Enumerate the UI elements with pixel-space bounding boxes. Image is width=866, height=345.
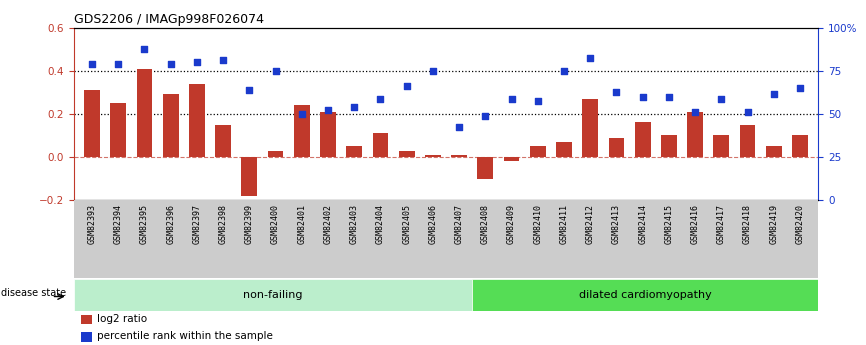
Bar — [398, 150, 415, 157]
Bar — [609, 138, 624, 157]
Text: GSM82397: GSM82397 — [192, 204, 202, 244]
Point — [714, 96, 728, 101]
Text: log2 ratio: log2 ratio — [98, 314, 147, 324]
Text: non-failing: non-failing — [243, 290, 302, 300]
Text: percentile rank within the sample: percentile rank within the sample — [98, 332, 274, 341]
Bar — [766, 146, 782, 157]
Text: GSM82414: GSM82414 — [638, 204, 647, 244]
Point — [584, 55, 598, 61]
Bar — [137, 69, 152, 157]
Bar — [81, 332, 92, 342]
Text: GSM82413: GSM82413 — [612, 204, 621, 244]
Point — [426, 68, 440, 73]
Bar — [294, 105, 310, 157]
Text: GSM82407: GSM82407 — [455, 204, 463, 244]
Text: GSM82409: GSM82409 — [507, 204, 516, 244]
Text: GSM82398: GSM82398 — [218, 204, 228, 244]
Bar — [451, 155, 467, 157]
Point — [321, 107, 335, 112]
Point — [294, 111, 308, 117]
Text: GSM82412: GSM82412 — [585, 204, 595, 244]
Bar — [84, 90, 100, 157]
Bar — [556, 142, 572, 157]
Point — [688, 109, 702, 115]
Bar — [635, 122, 650, 157]
Bar — [216, 125, 231, 157]
Point — [400, 83, 414, 89]
Point — [347, 105, 361, 110]
Point — [164, 61, 178, 67]
Text: GSM82393: GSM82393 — [87, 204, 96, 244]
Bar — [320, 112, 336, 157]
Text: GSM82418: GSM82418 — [743, 204, 752, 244]
Text: GSM82411: GSM82411 — [559, 204, 568, 244]
Text: GSM82417: GSM82417 — [717, 204, 726, 244]
Text: GSM82410: GSM82410 — [533, 204, 542, 244]
Bar — [268, 150, 283, 157]
Point — [793, 85, 807, 91]
Text: GSM82399: GSM82399 — [245, 204, 254, 244]
Bar — [189, 84, 204, 157]
Point — [531, 98, 545, 104]
Text: GSM82415: GSM82415 — [664, 204, 674, 244]
Point — [740, 109, 754, 115]
Bar — [110, 103, 126, 157]
Point — [557, 68, 571, 73]
Text: disease state: disease state — [2, 288, 67, 298]
Bar — [472, 279, 818, 311]
Text: GSM82416: GSM82416 — [690, 204, 700, 244]
Text: GSM82420: GSM82420 — [796, 204, 805, 244]
Text: GSM82403: GSM82403 — [350, 204, 359, 244]
Bar — [242, 157, 257, 196]
Point — [268, 68, 282, 73]
Point — [242, 87, 256, 93]
Text: GSM82394: GSM82394 — [113, 204, 123, 244]
Text: dilated cardiomyopathy: dilated cardiomyopathy — [578, 290, 712, 300]
Bar — [346, 146, 362, 157]
Point — [636, 94, 650, 99]
Bar — [477, 157, 494, 179]
Bar — [163, 95, 178, 157]
Point — [505, 96, 519, 101]
Point — [767, 92, 781, 97]
Point — [478, 113, 492, 119]
Point — [85, 61, 99, 67]
Point — [190, 59, 204, 65]
Bar — [425, 155, 441, 157]
Bar — [74, 279, 472, 311]
Text: GSM82419: GSM82419 — [769, 204, 779, 244]
Text: GSM82396: GSM82396 — [166, 204, 175, 244]
Text: GSM82395: GSM82395 — [140, 204, 149, 244]
Bar — [792, 135, 808, 157]
Text: GSM82404: GSM82404 — [376, 204, 385, 244]
Point — [216, 57, 230, 63]
Text: GSM82408: GSM82408 — [481, 204, 490, 244]
Text: GSM82406: GSM82406 — [429, 204, 437, 244]
Bar — [740, 125, 755, 157]
Bar — [714, 135, 729, 157]
Text: GSM82405: GSM82405 — [402, 204, 411, 244]
Bar — [504, 157, 520, 161]
Point — [662, 94, 675, 99]
Text: GDS2206 / IMAGp998F026074: GDS2206 / IMAGp998F026074 — [74, 13, 263, 27]
Point — [452, 124, 466, 129]
Text: GSM82402: GSM82402 — [324, 204, 333, 244]
Point — [610, 90, 624, 95]
Bar — [688, 112, 703, 157]
Point — [373, 96, 387, 101]
Bar — [582, 99, 598, 157]
Text: GSM82400: GSM82400 — [271, 204, 280, 244]
Bar — [530, 146, 546, 157]
Point — [111, 61, 125, 67]
Bar — [81, 315, 92, 324]
Point — [138, 47, 152, 52]
Bar — [372, 133, 388, 157]
Bar — [661, 135, 676, 157]
Text: GSM82401: GSM82401 — [297, 204, 307, 244]
